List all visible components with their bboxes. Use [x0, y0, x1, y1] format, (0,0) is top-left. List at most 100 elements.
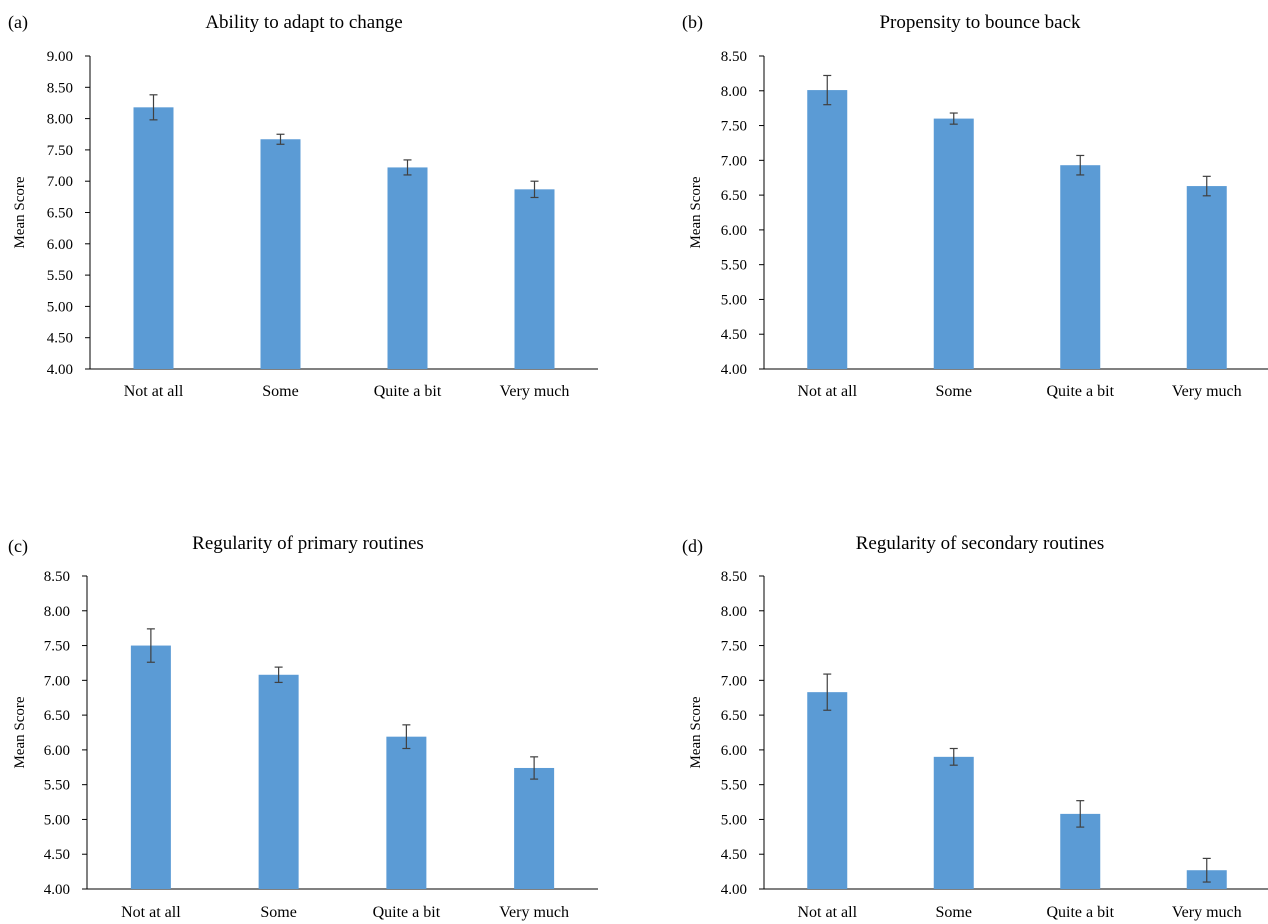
y-tick-label: 5.00: [721, 812, 747, 828]
y-tick-label: 5.00: [44, 812, 70, 828]
error-bar: [1202, 175, 1211, 197]
y-tick-label: 6.50: [47, 206, 73, 222]
y-tick-label: 6.00: [44, 743, 70, 759]
y-tick-label: 4.00: [721, 882, 747, 898]
error-bar: [274, 666, 283, 684]
bar: [1060, 165, 1101, 369]
category-label: Very much: [499, 904, 569, 921]
category-label: Not at all: [121, 904, 181, 921]
y-tick-label: 5.00: [47, 299, 73, 315]
error-bar: [403, 159, 412, 176]
error-bar: [530, 756, 539, 780]
category-label: Quite a bit: [1046, 383, 1114, 400]
y-axis-title: Mean Score: [12, 176, 28, 248]
chart-panel-d: (d) Regularity of secondary routines Mean …: [682, 533, 1268, 921]
chart-panel-b: (b) Propensity to bounce back Mean Score 4.…: [682, 12, 1268, 400]
category-label: Some: [936, 904, 972, 921]
y-tick-label: 6.00: [721, 743, 747, 759]
y-tick-label: 7.00: [721, 153, 747, 169]
bar: [130, 645, 171, 889]
chart-title: Ability to adapt to change: [205, 12, 402, 33]
y-tick-label: 5.00: [721, 292, 747, 308]
y-axis-title: Mean Score: [12, 696, 28, 768]
category-label: Some: [262, 383, 298, 400]
error-bar: [823, 74, 832, 106]
bar: [260, 139, 301, 369]
chart-title: Propensity to bounce back: [879, 12, 1081, 33]
y-tick-label: 7.50: [47, 143, 73, 159]
y-tick-label: 7.00: [721, 673, 747, 689]
category-label: Not at all: [797, 383, 857, 400]
y-tick-label: 8.00: [721, 84, 747, 100]
y-tick-label: 4.50: [44, 847, 70, 863]
error-bar: [1202, 857, 1211, 883]
category-label: Not at all: [124, 383, 184, 400]
chart-title: Regularity of primary routines: [192, 533, 424, 554]
y-tick-label: 4.50: [721, 847, 747, 863]
category-label: Not at all: [797, 904, 857, 921]
panel-letter: (c): [8, 536, 28, 557]
panel-letter: (d): [682, 536, 703, 557]
error-bar: [949, 747, 958, 766]
bar: [807, 692, 848, 889]
y-tick-label: 8.50: [47, 80, 73, 96]
y-tick-label: 7.00: [44, 673, 70, 689]
y-axis-title: Mean Score: [688, 176, 704, 248]
y-tick-label: 8.00: [721, 604, 747, 620]
y-tick-label: 8.50: [44, 569, 70, 585]
y-tick-label: 8.00: [47, 112, 73, 128]
category-label: Quite a bit: [374, 383, 442, 400]
category-label: Quite a bit: [373, 904, 441, 921]
y-tick-label: 5.50: [47, 268, 73, 284]
y-tick-label: 7.00: [47, 174, 73, 190]
chart-title: Regularity of secondary routines: [856, 533, 1105, 554]
y-tick-label: 8.50: [721, 569, 747, 585]
bar: [386, 736, 427, 889]
y-tick-label: 7.50: [721, 639, 747, 655]
y-tick-label: 8.00: [44, 604, 70, 620]
bar: [514, 767, 555, 889]
error-bar: [1076, 800, 1085, 828]
panel-letter: (a): [8, 12, 28, 33]
y-tick-label: 4.00: [721, 362, 747, 378]
chart-panel-c: (c) Regularity of primary routines Mean Sc…: [8, 533, 598, 921]
error-bar: [530, 180, 539, 199]
bar: [1186, 186, 1227, 369]
y-tick-label: 9.00: [47, 49, 73, 65]
bar: [133, 107, 174, 369]
y-tick-label: 5.50: [44, 778, 70, 794]
error-bar: [149, 94, 158, 121]
error-bar: [949, 112, 958, 125]
y-tick-label: 6.50: [44, 708, 70, 724]
y-tick-label: 5.50: [721, 258, 747, 274]
y-tick-label: 5.50: [721, 778, 747, 794]
y-tick-label: 6.00: [47, 237, 73, 253]
y-tick-label: 6.00: [721, 223, 747, 239]
y-tick-label: 6.50: [721, 188, 747, 204]
bar: [258, 674, 299, 889]
bar: [807, 90, 848, 370]
error-bar: [402, 724, 411, 750]
bar: [514, 189, 555, 369]
chart-panel-a: (a) Ability to adapt to change Mean Score 4…: [8, 12, 598, 400]
error-bar: [276, 133, 285, 145]
y-axis-title: Mean Score: [688, 696, 704, 768]
y-tick-label: 4.00: [47, 362, 73, 378]
category-label: Very much: [1172, 383, 1242, 400]
category-label: Very much: [500, 383, 570, 400]
category-label: Very much: [1172, 904, 1242, 921]
error-bar: [823, 673, 832, 711]
bar: [933, 756, 974, 889]
y-tick-label: 8.50: [721, 49, 747, 65]
y-tick-label: 6.50: [721, 708, 747, 724]
error-bar: [146, 628, 155, 663]
y-tick-label: 4.00: [44, 882, 70, 898]
bar: [387, 167, 428, 369]
y-tick-label: 4.50: [47, 331, 73, 347]
bar: [933, 118, 974, 369]
y-tick-label: 7.50: [44, 639, 70, 655]
error-bar: [1076, 154, 1085, 176]
y-tick-label: 7.50: [721, 119, 747, 135]
category-label: Quite a bit: [1046, 904, 1114, 921]
